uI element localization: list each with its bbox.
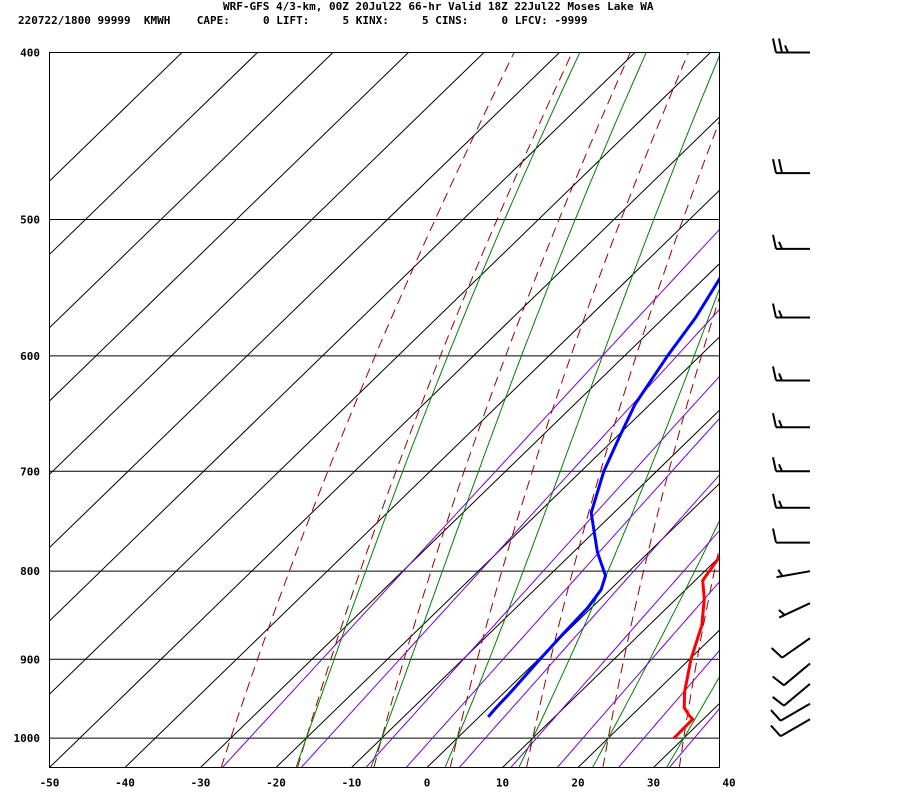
wind-barb — [772, 662, 811, 687]
isotherm-line — [200, 262, 720, 768]
axis-tick-labels: 400 500 600 700 800 900 1000 -50 -40 -30 -20 -10 0 10… — [14, 47, 736, 790]
pressure-tick-label: 500 — [20, 213, 40, 226]
isotherm-line — [49, 52, 409, 402]
dry-adiabat-line — [220, 52, 515, 768]
mixing-ratio-line — [722, 53, 900, 768]
mixing-ratio-line — [405, 417, 720, 768]
isotherm-line — [49, 52, 560, 549]
sounding-profiles — [487, 276, 720, 740]
moist-adiabat-line — [295, 52, 581, 768]
dewpoint-profile — [487, 276, 720, 718]
temperature-profile — [672, 554, 720, 740]
wind-barb — [772, 493, 810, 509]
wind-barb — [770, 718, 811, 738]
dry-adiabat-line — [832, 53, 900, 768]
isotherm-line — [502, 556, 720, 768]
isotherm-line — [124, 189, 720, 768]
mixing-ratio-line — [618, 649, 720, 768]
pressure-tick-label: 700 — [20, 465, 40, 478]
temperature-tick-label: -20 — [266, 777, 286, 790]
isotherm-line — [49, 52, 258, 256]
pressure-tick-label: 1000 — [14, 732, 41, 745]
wind-barb — [772, 366, 810, 382]
mixing-ratio-line — [668, 707, 720, 768]
isotherm-line — [351, 409, 720, 768]
temperature-tick-label: 20 — [571, 777, 584, 790]
dry-adiabat-line — [602, 295, 720, 768]
dry-adiabat-line — [678, 544, 720, 768]
wind-barb — [772, 38, 810, 54]
temperature-tick-label: 40 — [722, 777, 735, 790]
isotherm-line — [49, 52, 711, 695]
mixing-ratio-line — [222, 228, 720, 768]
isotherm-line — [275, 336, 720, 768]
temperature-tick-label: -30 — [191, 777, 211, 790]
dry-adiabat-line — [526, 119, 720, 768]
temperature-tick-label: -10 — [342, 777, 362, 790]
pressure-tick-label: 900 — [20, 653, 40, 666]
wind-barb — [772, 683, 811, 707]
wind-barb — [772, 457, 810, 473]
chart-title: WRF-GFS 4/3-km, 00Z 20Jul22 66-hr Valid … — [223, 0, 654, 13]
plot-frame — [49, 52, 720, 768]
dry-adiabat-line — [449, 52, 689, 768]
reference-lines — [220, 52, 900, 768]
station-stats-line: 220722/1800 99999 KMWH CAPE: 0 LIFT: 5 K… — [18, 14, 588, 27]
moist-adiabat-line — [592, 519, 720, 768]
pressure-tick-label: 800 — [20, 565, 40, 578]
moist-adiabat-line — [518, 287, 720, 768]
wind-barb — [770, 637, 811, 659]
mixing-ratio-line — [510, 529, 720, 768]
wind-barb — [772, 303, 810, 319]
pressure-tick-label: 600 — [20, 350, 40, 363]
isotherm-line — [49, 52, 183, 182]
mixing-ratio-line — [458, 474, 720, 768]
pressure-tick-label: 400 — [20, 47, 40, 60]
wind-barb — [772, 158, 810, 175]
moist-adiabat-line — [370, 52, 647, 768]
mixing-ratio-line — [365, 375, 720, 768]
isotherm-line — [49, 52, 334, 329]
wind-barb — [772, 413, 810, 429]
wind-barb — [770, 702, 811, 722]
temperature-tick-label: 30 — [647, 777, 660, 790]
wind-barb — [772, 528, 810, 544]
temperature-tick-label: 0 — [424, 777, 431, 790]
wind-barbs — [770, 38, 811, 738]
wind-barb — [778, 602, 811, 619]
mixing-ratio-line — [556, 580, 720, 768]
dry-adiabat-line — [756, 53, 900, 768]
temperature-tick-label: -50 — [40, 777, 60, 790]
isotherm-line — [577, 629, 720, 768]
wind-barb — [772, 234, 810, 250]
wind-barb — [776, 569, 811, 579]
grid-lines — [49, 52, 900, 768]
dry-adiabat-line — [297, 52, 573, 768]
isotherm-line — [49, 116, 720, 768]
moist-adiabat-line — [444, 54, 720, 768]
temperature-tick-label: -40 — [115, 777, 135, 790]
isotherm-line — [49, 52, 636, 622]
isotherm-line — [49, 52, 485, 475]
mixing-ratio-line — [300, 308, 720, 768]
dry-adiabat-line — [373, 52, 631, 768]
moist-adiabat-line — [666, 675, 720, 768]
isotherm-line — [729, 53, 900, 768]
isotherm-line — [426, 482, 720, 768]
temperature-tick-label: 10 — [496, 777, 509, 790]
